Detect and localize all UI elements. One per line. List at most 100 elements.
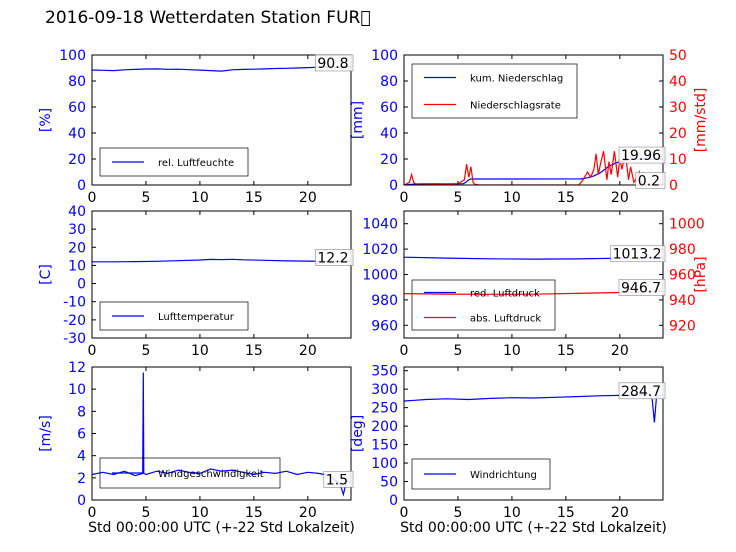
y-tick-label: 20 xyxy=(68,152,86,168)
y-tick-label: 8 xyxy=(77,404,86,420)
legend-box xyxy=(411,458,551,490)
value-label: 0.2 xyxy=(638,173,660,189)
y-tick-label: 10 xyxy=(68,258,86,274)
x-tick-label: 5 xyxy=(453,505,462,521)
y-axis-label: [C] xyxy=(38,264,54,285)
y-tick-right-label: 20 xyxy=(669,126,687,142)
x-tick-label: 5 xyxy=(141,505,150,521)
x-axis-label: Std 00:00:00 UTC (+-22 Std Lokalzeit) xyxy=(400,520,667,536)
panel-humidity: 0 5 10 15 20 0 20 40 60 80 100 [%] rel. Luftfeuchte 9… xyxy=(38,48,354,206)
plot-frame xyxy=(403,366,664,501)
x-tick-label: 0 xyxy=(88,505,97,521)
legend-label: abs. Luftdruck xyxy=(470,314,541,325)
y-tick-label: 980 xyxy=(371,293,398,309)
y-tick-label: 40 xyxy=(380,126,398,142)
y-tick-label: 50 xyxy=(380,475,398,491)
y-axis-label: [m/s] xyxy=(38,415,54,452)
y-tick-label: 40 xyxy=(68,126,86,142)
y-tick-label: 20 xyxy=(380,152,398,168)
y-tick-label: 1000 xyxy=(362,268,398,284)
y-axis-label: [deg] xyxy=(350,415,366,452)
legend-box xyxy=(411,279,556,331)
value-label: 19.96 xyxy=(621,148,661,164)
y-tick-label: 150 xyxy=(371,438,398,454)
y-tick-label: 2 xyxy=(77,471,86,487)
y-tick-right-label: 1000 xyxy=(669,217,705,233)
panel-precipitation: 0 5 10 15 20 0 20 40 60 80 100 0 10 20 30 40 50 [mm] [mm/s… xyxy=(350,48,709,206)
y-tick-label: 1020 xyxy=(362,242,398,258)
x-tick-label: 10 xyxy=(191,505,209,521)
plot-frame xyxy=(91,366,352,501)
x-tick-label: 0 xyxy=(400,190,409,206)
y-tick-label: -20 xyxy=(63,313,86,329)
y-tick-label: 20 xyxy=(68,240,86,256)
plot-frame xyxy=(91,210,352,339)
legend-label: Windgeschwindigkeit xyxy=(158,469,264,480)
value-box xyxy=(315,54,354,72)
x-tick-label: 10 xyxy=(191,343,209,359)
y-tick-right-label: 40 xyxy=(669,74,687,90)
y-tick-label: 0 xyxy=(77,178,86,194)
x-tick-label: 20 xyxy=(299,190,317,206)
x-tick-label: 15 xyxy=(557,505,575,521)
legend-label: Windrichtung xyxy=(470,470,537,481)
x-tick-label: 10 xyxy=(503,343,521,359)
y-tick-right-label: 920 xyxy=(669,318,696,334)
y-tick-label: 0 xyxy=(389,178,398,194)
x-tick-label: 15 xyxy=(557,190,575,206)
x-tick-label: 20 xyxy=(299,505,317,521)
series-group xyxy=(404,393,663,423)
value-label: 12.2 xyxy=(317,250,348,266)
y-tick-label: 12 xyxy=(68,360,86,376)
legend-box xyxy=(99,147,249,177)
x-tick-label: 0 xyxy=(88,190,97,206)
value-box xyxy=(618,146,666,164)
y-tick-label: 0 xyxy=(77,493,86,509)
y-axis-label: [mm] xyxy=(350,101,366,139)
y-tick-right-label: 940 xyxy=(669,293,696,309)
y-tick-label: -30 xyxy=(63,331,86,347)
panel-wind_speed: 0 5 10 15 20 0 2 4 6 8 10 12 [m/s] Std 00:00:00 UTC (… xyxy=(38,360,355,536)
value-label: 90.8 xyxy=(317,56,348,72)
x-tick-label: 5 xyxy=(453,190,462,206)
plot-frame xyxy=(403,54,664,186)
y-tick-label: 1040 xyxy=(362,217,398,233)
value-box xyxy=(323,471,354,488)
value-box xyxy=(315,249,354,266)
value-box xyxy=(635,172,666,189)
y-tick-label: 6 xyxy=(77,427,86,443)
panel-temperature: 0 5 10 15 20 -30 -20 -10 0 10 20 30 40 [C] Lufttempera… xyxy=(38,204,354,359)
x-tick-label: 15 xyxy=(245,190,263,206)
y-tick-label: 4 xyxy=(77,449,86,465)
y-tick-label: 30 xyxy=(68,222,86,238)
series-line-precipitation-1 xyxy=(404,151,663,185)
y-tick-label: 60 xyxy=(380,100,398,116)
x-tick-label: 0 xyxy=(88,343,97,359)
y-tick-label: 40 xyxy=(68,204,86,220)
y-tick-label: 200 xyxy=(371,419,398,435)
series-line-temperature-0 xyxy=(92,258,351,263)
series-line-humidity-0 xyxy=(92,66,351,72)
y-tick-label: 0 xyxy=(389,493,398,509)
y-tick-right-label: 10 xyxy=(669,152,687,168)
x-tick-label: 10 xyxy=(503,190,521,206)
y-tick-label: 300 xyxy=(371,382,398,398)
value-label: 1.5 xyxy=(326,472,348,488)
legend-label: rel. Luftfeuchte xyxy=(158,158,234,169)
y-tick-label: -10 xyxy=(63,295,86,311)
y-tick-label: 250 xyxy=(371,401,398,417)
x-tick-label: 5 xyxy=(453,343,462,359)
x-tick-label: 10 xyxy=(503,505,521,521)
legend-label: kum. Niederschlag xyxy=(470,74,563,85)
series-group xyxy=(92,66,351,72)
value-box xyxy=(610,245,666,263)
legend-box xyxy=(99,301,249,331)
y-tick-label: 960 xyxy=(371,318,398,334)
legend-box xyxy=(99,457,281,489)
y-tick-label: 350 xyxy=(371,364,398,380)
y-tick-label: 100 xyxy=(371,48,398,64)
y-tick-right-label: 50 xyxy=(669,48,687,64)
x-tick-label: 20 xyxy=(299,343,317,359)
x-tick-label: 10 xyxy=(191,190,209,206)
